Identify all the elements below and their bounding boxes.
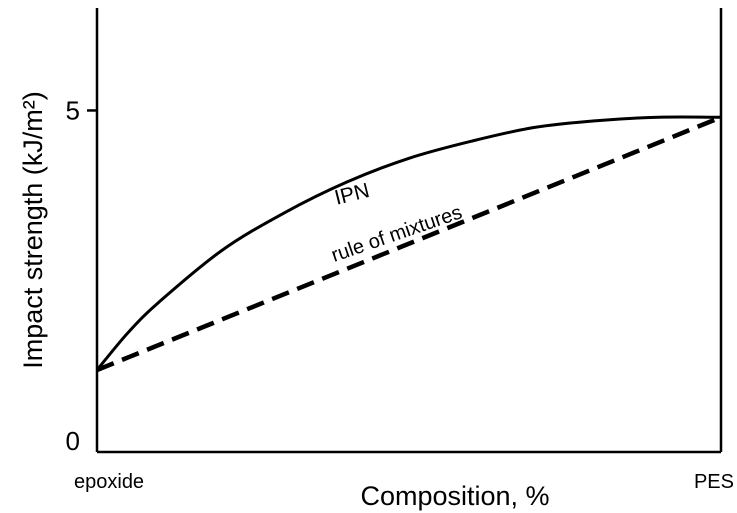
y-tick-layer: 05 xyxy=(66,95,97,456)
y-tick-label-0: 0 xyxy=(66,426,80,456)
x-label-right-end: PES xyxy=(694,471,734,493)
series-line-ipn xyxy=(95,115,722,371)
x-label-left-end: epoxide xyxy=(74,471,144,493)
series-label-rule-of-mixtures: rule of mixtures xyxy=(329,201,465,266)
series-label-ipn: IPN xyxy=(332,179,372,210)
y-axis-title: Impact strength (kJ/m²) xyxy=(18,91,48,369)
y-tick-label-5: 5 xyxy=(66,95,80,125)
series-line-rule-of-mixtures xyxy=(96,115,722,373)
x-axis-title: Composition, % xyxy=(360,481,549,511)
